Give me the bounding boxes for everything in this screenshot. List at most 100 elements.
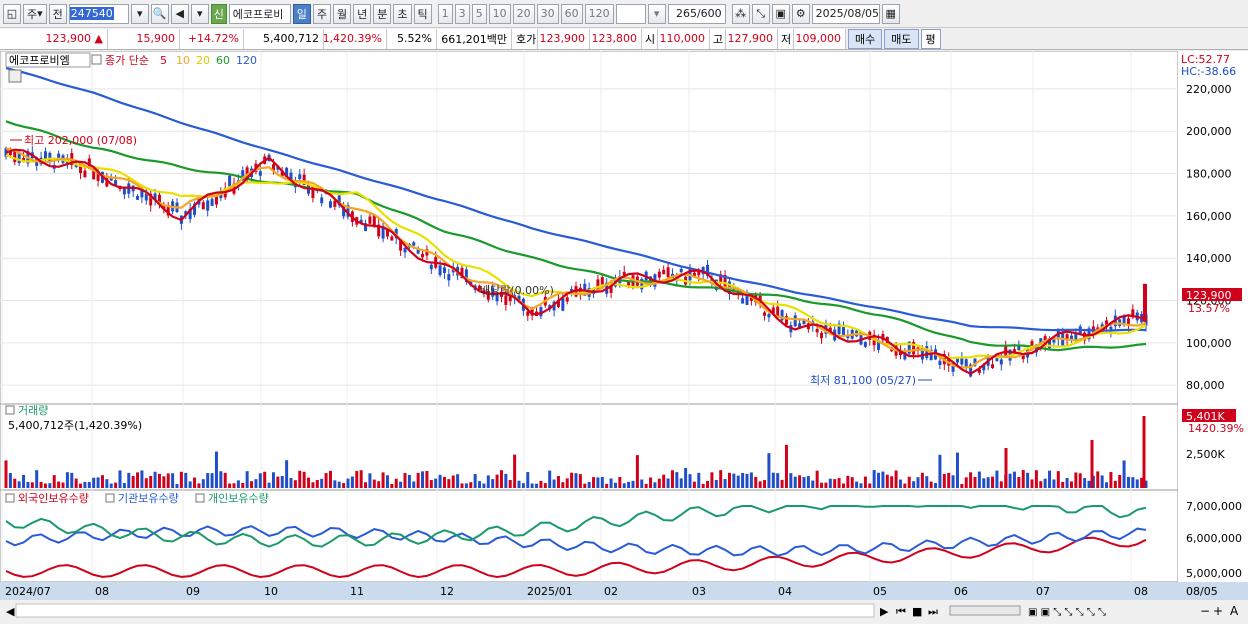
holdings-lines [5, 505, 1147, 579]
price-tick-label: 200,000 [1186, 125, 1232, 138]
volume-bar [789, 473, 793, 488]
minute-option-3[interactable]: 3 [454, 3, 470, 24]
candle-body [48, 152, 52, 163]
stock-name-field[interactable]: 에코프로비 [228, 3, 291, 24]
volume-bar [210, 473, 214, 488]
volume-bar [1026, 472, 1030, 488]
zoom-slider[interactable] [949, 605, 1021, 616]
minute-option-60[interactable]: 60 [560, 3, 583, 24]
minute-option-30[interactable]: 30 [536, 3, 559, 24]
candle-body [342, 205, 346, 217]
candle-body [96, 171, 100, 181]
date-input[interactable]: 2025/08/05 [811, 3, 880, 24]
volume-bar [898, 479, 902, 488]
volume-bar [570, 472, 574, 488]
search-icon[interactable]: 🔍 [150, 3, 169, 24]
prev-button[interactable]: 전 [48, 3, 67, 24]
candle-body [1017, 345, 1021, 351]
legend-ma120: 120 [236, 54, 257, 67]
rewind-icon[interactable]: ⏮ [896, 605, 906, 618]
gear-icon[interactable]: ⚙ [791, 3, 810, 24]
minute-option-1[interactable]: 1 [437, 3, 453, 24]
candle-body [87, 158, 91, 166]
scroll-right-icon[interactable]: ▶ [880, 605, 889, 618]
minute-option-20[interactable]: 20 [512, 3, 535, 24]
table-icon[interactable] [8, 69, 22, 83]
candle-body [1083, 332, 1087, 341]
minute-option-10[interactable]: 10 [488, 3, 511, 24]
stop-icon[interactable]: ■ [912, 605, 922, 618]
code-dropdown-icon[interactable]: ▾ [130, 3, 149, 24]
chart-area[interactable]: 80,000 100,000 120,000 140,000 160,000 180,00… [0, 50, 1248, 621]
tab-day[interactable]: 일 [292, 3, 311, 24]
volume-bar [385, 475, 389, 488]
volume-bar [657, 478, 661, 488]
volume-bar [469, 482, 473, 488]
volume-bar [881, 471, 885, 488]
stock-code-input[interactable]: 247540 [68, 3, 129, 24]
volume-bar [684, 467, 688, 488]
scroll-left-icon[interactable]: ◀ [6, 605, 15, 618]
volume-last-label: 5,401K [1186, 410, 1225, 423]
tab-second[interactable]: 초 [393, 3, 412, 24]
buy-button[interactable]: 매수 [848, 28, 883, 49]
custom-minute-input[interactable] [615, 3, 646, 24]
tab-year[interactable]: 년 [353, 3, 372, 24]
zoom-in-icon[interactable]: + [1213, 604, 1223, 618]
stock-chart-svg[interactable]: 80,000100,000120,000140,000160,000180,00… [0, 50, 1248, 621]
volume-bar [517, 480, 521, 488]
volume-bar [333, 480, 337, 488]
volume-bar [947, 472, 951, 488]
holdings-line [5, 536, 1147, 579]
view-toggle-icons[interactable]: ▣ ▣ ⤡ ⤡ ⤡ ⤡ ⤡ [1028, 607, 1106, 618]
custom-minute-dropdown-icon[interactable]: ▾ [647, 3, 666, 24]
volume-bar [679, 478, 683, 488]
candle-body [600, 277, 604, 286]
volume-bar [328, 470, 332, 488]
scroll-track[interactable] [15, 603, 875, 618]
volume-bar [350, 476, 354, 488]
sell-button[interactable]: 매도 [884, 28, 919, 49]
speaker-icon[interactable]: ◀ [170, 3, 189, 24]
volume-bar [87, 481, 91, 488]
candle-body [162, 205, 166, 210]
last-price-label: 123,900 [1186, 289, 1232, 302]
candle-body [140, 189, 144, 198]
zoom-out-icon[interactable]: − [1200, 604, 1210, 618]
volume-checkbox[interactable] [5, 405, 15, 415]
minute-option-120[interactable]: 120 [584, 3, 614, 24]
count-input[interactable]: 265/600 [667, 3, 726, 24]
holdings-inst-checkbox[interactable] [105, 493, 115, 503]
date-tick-label: 05 [873, 585, 887, 598]
tab-tick[interactable]: 틱 [413, 3, 432, 24]
speaker-dropdown-icon[interactable]: ▾ [190, 3, 209, 24]
fast-forward-icon[interactable]: ⏭ [928, 605, 938, 618]
candle-body [1030, 341, 1034, 349]
calendar-icon[interactable]: ▦ [881, 3, 900, 24]
volume-bar [1017, 477, 1021, 488]
volume-bar [828, 478, 832, 488]
legend-checkbox[interactable] [91, 54, 102, 65]
chart-settings-icon[interactable]: ⁂ [731, 3, 750, 24]
candle-body [815, 328, 819, 333]
period-select[interactable]: 주 ▾ [23, 3, 47, 24]
minute-option-5[interactable]: 5 [471, 3, 487, 24]
holdings-indiv-checkbox[interactable] [195, 493, 205, 503]
auto-scale-icon[interactable]: A [1230, 604, 1239, 618]
candle-body [302, 174, 306, 185]
tab-month[interactable]: 월 [333, 3, 352, 24]
volume-bar [692, 481, 696, 488]
save-icon[interactable]: ▣ [771, 3, 790, 24]
volume-bar [1100, 475, 1104, 488]
tab-minute[interactable]: 분 [373, 3, 392, 24]
crosshair-icon[interactable]: ⤡ [751, 3, 770, 24]
tab-week[interactable]: 주 [312, 3, 332, 24]
volume-bar [1056, 471, 1060, 488]
candle-body [478, 285, 482, 290]
holdings-checkbox[interactable] [5, 493, 15, 503]
flat-button[interactable]: 평 [920, 28, 941, 49]
window-icon[interactable]: ◱ [3, 3, 21, 24]
volume-bar [1131, 477, 1135, 488]
candle-body [530, 307, 534, 316]
candle-body [828, 327, 832, 332]
